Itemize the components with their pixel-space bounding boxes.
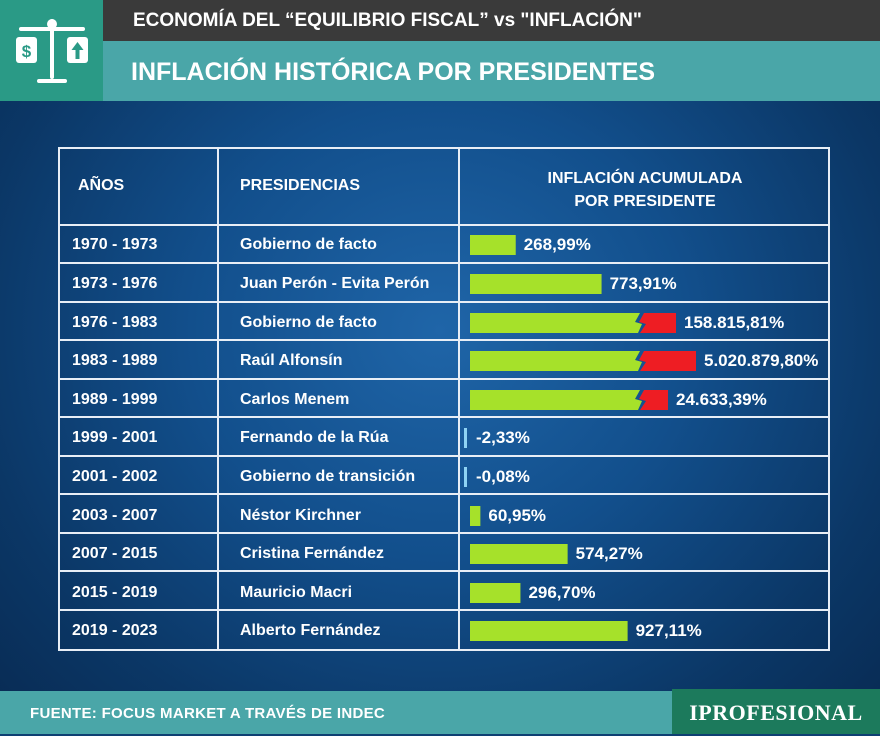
source-note: FUENTE: FOCUS MARKET A TRAVÉS DE INDEC [30, 705, 386, 722]
row-years: 1973 - 1976 [72, 274, 158, 292]
row-divider [58, 262, 830, 264]
row-inflation-label: -2,33% [476, 428, 530, 448]
inflation-bar [470, 582, 521, 603]
bar-segment-green [470, 235, 516, 256]
bar-segment-overflow [639, 351, 696, 372]
bar-segment-overflow [639, 389, 668, 410]
header-presidencies: PRESIDENCIAS [240, 177, 361, 194]
column-divider [458, 147, 460, 651]
row-president: Gobierno de facto [240, 313, 377, 331]
inflation-bar [470, 389, 668, 410]
inflation-bar [470, 312, 676, 333]
brand-box [672, 689, 880, 734]
row-inflation-label: 296,70% [528, 582, 596, 602]
brand-logo: IPROFESIONAL [689, 700, 863, 725]
inflation-bar [470, 273, 602, 294]
logo-box: $ [0, 0, 103, 101]
bar-segment-negative [464, 428, 467, 449]
bar-segment-overflow [639, 312, 676, 333]
row-divider [58, 455, 830, 457]
row-years: 1989 - 1999 [72, 390, 158, 408]
row-years: 2007 - 2015 [72, 545, 158, 563]
row-president: Néstor Kirchner [240, 506, 361, 524]
row-inflation-label: 268,99% [523, 235, 591, 255]
table-frame [58, 147, 830, 651]
bar-segment-green [470, 312, 642, 333]
inflation-bar [464, 428, 467, 449]
row-divider [58, 416, 830, 418]
bar-segment-green [470, 351, 642, 372]
inflation-bar [470, 505, 481, 526]
top-title: ECONOMÍA DEL “EQUILIBRIO FISCAL” vs "INF… [103, 0, 880, 41]
row-president: Carlos Menem [240, 390, 350, 408]
bar-segment-green [470, 389, 642, 410]
bar-segment-green [470, 582, 521, 603]
row-inflation-label: 60,95% [488, 505, 547, 525]
row-divider [58, 570, 830, 572]
row-inflation-label: 927,11% [635, 621, 702, 641]
row-president: Alberto Fernández [240, 622, 381, 640]
inflation-bar [464, 466, 467, 487]
row-years: 2015 - 2019 [72, 583, 158, 601]
bar-segment-green [470, 544, 568, 565]
scale-money-icon: $ [15, 18, 88, 83]
bar-segment-negative [464, 466, 467, 487]
inflation-bar [470, 621, 628, 642]
bar-segment-green [470, 621, 628, 642]
row-president: Fernando de la Rúa [240, 429, 389, 447]
row-divider [58, 339, 830, 341]
row-years: 2019 - 2023 [72, 622, 158, 640]
row-years: 2003 - 2007 [72, 506, 158, 524]
row-president: Juan Perón - Evita Perón [240, 274, 430, 292]
row-years: 1970 - 1973 [72, 236, 158, 254]
row-president: Mauricio Macri [240, 583, 353, 601]
header-inflation-line2: POR PRESIDENTE [574, 193, 716, 210]
inflation-bar [470, 544, 568, 565]
header-years: AÑOS [78, 177, 125, 194]
row-years: 2001 - 2002 [72, 467, 158, 485]
row-president: Cristina Fernández [240, 545, 385, 563]
row-divider [58, 224, 830, 226]
page-subtitle: INFLACIÓN HISTÓRICA POR PRESIDENTES [103, 41, 880, 101]
row-years: 1983 - 1989 [72, 352, 158, 370]
bar-segment-green [470, 273, 602, 294]
row-president: Gobierno de transición [240, 467, 416, 485]
row-inflation-label: 24.633,39% [676, 389, 767, 409]
row-president: Gobierno de facto [240, 236, 377, 254]
row-divider [58, 378, 830, 380]
inflation-bar [470, 351, 696, 372]
row-divider [58, 609, 830, 611]
row-years: 1999 - 2001 [72, 429, 158, 447]
row-inflation-label: -0,08% [476, 466, 530, 486]
column-divider [217, 147, 219, 651]
header-inflation-line1: INFLACIÓN ACUMULADA [547, 170, 743, 187]
row-divider [58, 493, 830, 495]
row-inflation-label: 5.020.879,80% [704, 351, 819, 371]
row-years: 1976 - 1983 [72, 313, 158, 331]
row-divider [58, 301, 830, 303]
bar-segment-green [470, 505, 481, 526]
row-inflation-label: 773,91% [609, 273, 677, 293]
row-divider [58, 532, 830, 534]
inflation-bar [470, 235, 516, 256]
row-inflation-label: 574,27% [575, 544, 643, 564]
svg-text:$: $ [21, 42, 31, 61]
row-inflation-label: 158.815,81% [684, 312, 785, 332]
row-president: Raúl Alfonsín [240, 352, 343, 370]
